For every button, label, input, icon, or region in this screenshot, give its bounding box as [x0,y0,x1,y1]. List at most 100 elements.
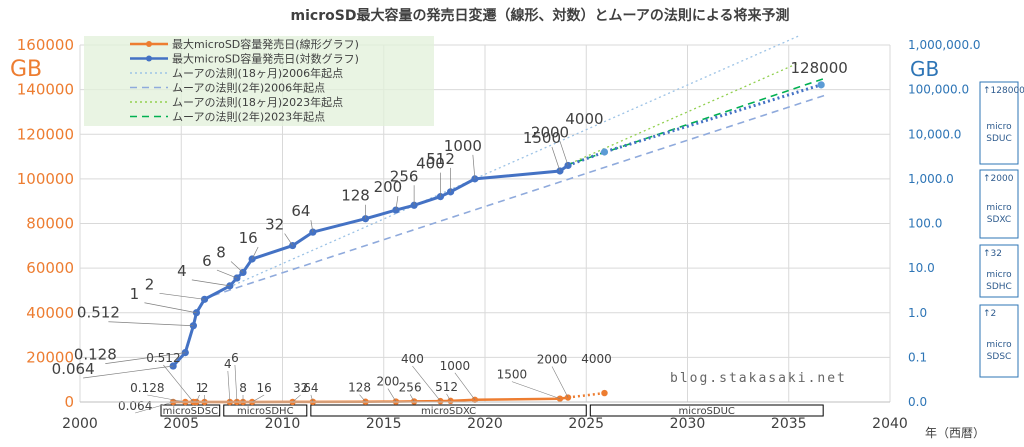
x-tick-label: 2000 [62,416,98,432]
legend-entry: 最大microSD容量発売日(対数グラフ) [172,52,359,66]
era-box [160,404,221,417]
era-label: microSDUC [679,406,735,417]
linear-label-leader [163,364,194,403]
y-left-tick-label: 160000 [17,36,74,54]
log-projection-point [817,81,825,89]
x-tick-label: 2040 [872,416,908,432]
linear-point-label: 128 [348,381,371,395]
log-label-leader [310,220,314,233]
log-point-label: 0.128 [74,346,117,364]
trend-line [201,94,826,301]
linear-point-label: 1 [196,381,204,395]
legend: 最大microSD容量発売日(線形グラフ)最大microSD容量発売日(対数グラ… [84,36,434,126]
linear-label-leader [446,393,451,402]
log-point-label: 256 [390,167,419,185]
x-tick-label: 2015 [366,416,402,432]
chart-title: microSD最大容量の発売日変遷（線形、対数）とムーアの法則による将来予測 [291,7,790,24]
side-box-line: micro [986,122,1012,132]
linear-label-leader [511,381,561,399]
linear-point-label: 256 [399,380,422,394]
linear-point-label: 64 [303,381,318,395]
linear-label-leader [292,394,301,403]
linear-label-leader [234,364,238,403]
log-projection-line [567,83,822,167]
log-label-leader [105,352,186,364]
y-right-tick-label: 10,000.0 [908,127,961,141]
log-label-leader [159,292,205,300]
log-point-label: 128 [341,187,370,205]
y-left-tick-label: 60000 [26,259,74,277]
log-label-leader [395,196,399,211]
y-left-tick-label: 120000 [17,125,74,143]
watermark: blog.stakasaki.net [670,371,847,386]
linear-label-leader [251,394,265,403]
y-left-tick-label: 140000 [17,81,74,99]
legend-entry: ムーアの法則(18ヶ月)2023年起点 [172,95,343,109]
side-box-top: ↑128000 [983,86,1024,96]
log-label-leader [108,321,194,327]
y-right-tick-label: 1.0 [908,306,927,320]
x-tick-label: 2030 [670,416,706,432]
linear-label-leader [412,365,441,402]
linear-point-label: 200 [376,375,399,389]
linear-label-leader [147,394,186,403]
side-box-line: SDSC [987,352,1012,362]
side-box [979,81,1019,165]
log-projection-label: 128000 [791,59,848,77]
side-box [979,244,1019,298]
y-right-tick-label: 100.0 [908,217,942,231]
era-box [310,404,587,417]
legend-marker [146,55,152,62]
era-label: microSDHC [237,406,294,417]
y-left-tick-label: 80000 [26,215,74,233]
log-projection-point [600,148,609,156]
y-left-tick-label: 0 [64,393,74,411]
era-bar: microSDSC microSDHC microSDXC microSDUC [160,404,824,417]
y-left-unit: GB [10,57,42,82]
linear-projection-label: 4000 [581,352,612,366]
y-right-tick-label: 10.0 [908,261,935,275]
y-left-tick-label: 40000 [26,304,74,322]
side-box-top: ↑2 [983,309,996,319]
log-point-label: 64 [291,202,310,220]
linear-point-label: 4 [224,357,232,371]
legend-background [84,36,434,126]
linear-label-leader [310,394,314,402]
log-point-label: 2000 [531,123,569,141]
linear-label-leader [135,401,174,414]
x-axis-title: 年（西暦） [925,426,985,440]
log-label-leader [216,269,238,279]
log-point-label: 8 [216,243,226,261]
linear-label-leader [454,372,476,400]
log-point-label: 2 [145,275,155,293]
log-label-leader [144,302,197,314]
log-point-label: 512 [426,150,455,168]
linear-point-label: 1000 [440,359,471,373]
x-tick-label: 2020 [467,416,503,432]
log-label-leader [191,279,230,287]
linear-point-label: 1500 [497,368,528,382]
side-box-line: micro [986,270,1012,280]
trend-line [201,35,800,300]
linear-point-label: 8 [239,381,247,395]
legend-entry: ムーアの法則(18ヶ月)2006年起点 [172,66,343,80]
x-tick-label: 2035 [771,416,807,432]
log-label-leader [551,146,561,172]
x-tick-label: 2025 [568,416,604,432]
linear-point-label: 2000 [537,353,568,367]
era-box [223,404,308,417]
log-point-label: 200 [374,178,403,196]
linear-label-leader [359,394,366,402]
log-series-line [171,164,569,368]
era-label: microSDSC [163,406,218,417]
linear-point-label: 0.064 [118,399,152,413]
log-projection-label: 4000 [565,110,603,128]
linear-point-label: 0.512 [146,351,180,365]
log-point-label: 6 [202,252,212,270]
linear-point-label: 16 [256,381,271,395]
log-label-leader [472,154,476,179]
legend-entry: ムーアの法則(2年)2006年起点 [172,81,325,95]
log-point-label: 32 [265,216,284,234]
